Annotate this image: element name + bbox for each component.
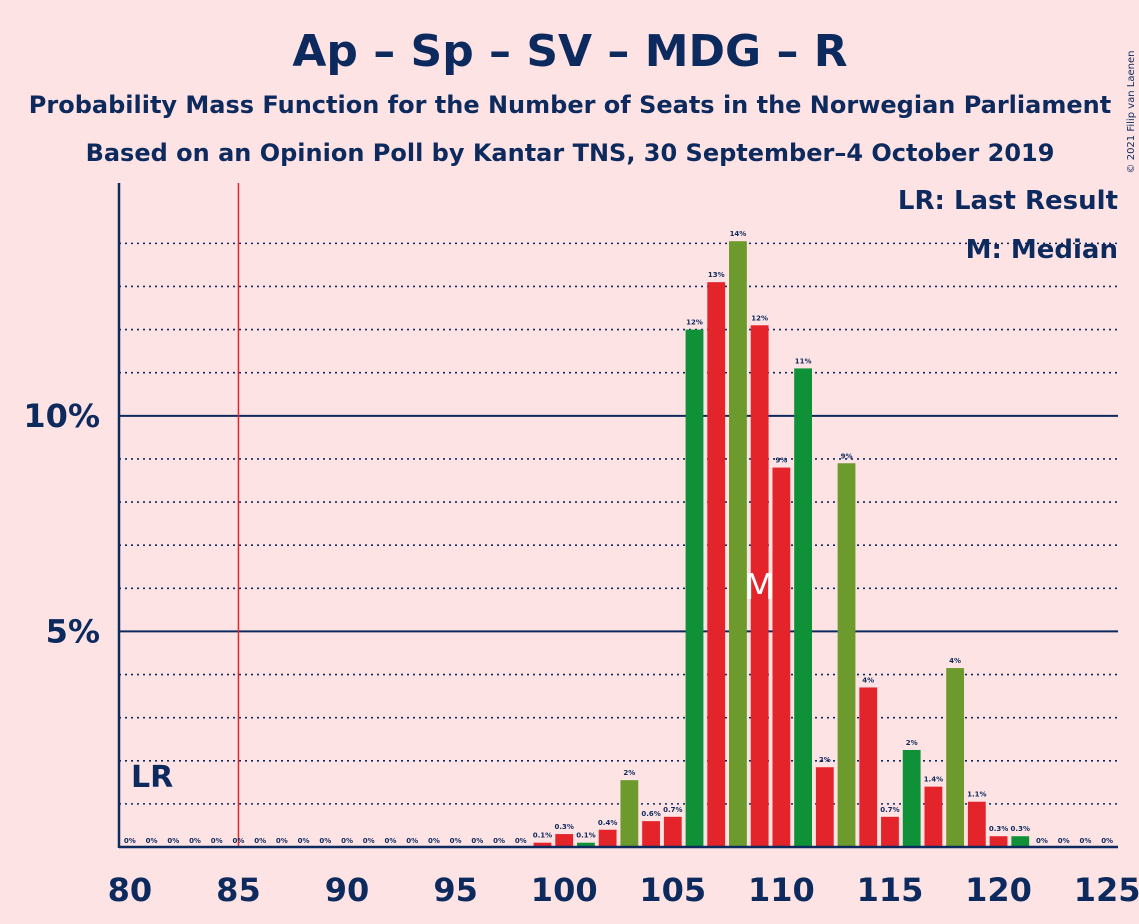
bar-value-label: 0.3% xyxy=(554,823,573,831)
bar-value-label: 13% xyxy=(708,271,725,279)
x-tick-label: 105 xyxy=(639,871,706,909)
bar-seats-112 xyxy=(815,767,834,847)
bar-seats-107 xyxy=(707,282,726,847)
bar-value-labels: 0% 0% 0% 0% 0% 0% 0% 0% 0% 0% 0% 0% 0% 0% 0% 0% 0% 0% 0% 0.… xyxy=(124,230,1113,845)
bar-seats-111 xyxy=(794,368,813,847)
chart-subtitle-poll: Based on an Opinion Poll by Kantar TNS, … xyxy=(86,139,1055,167)
bar-value-label: 0.1% xyxy=(576,832,595,840)
bar-seats-100 xyxy=(555,834,574,847)
grid-lines xyxy=(119,183,1118,847)
y-tick-label: 5% xyxy=(46,612,100,650)
x-tick-label: 120 xyxy=(965,871,1032,909)
bar-series xyxy=(533,241,1030,848)
bar-seats-119 xyxy=(967,801,986,847)
bar-value-label: 12% xyxy=(686,319,703,327)
bar-seats-113 xyxy=(837,463,856,847)
bar-value-label: 0.3% xyxy=(1011,825,1030,833)
bar-value-label: 1.1% xyxy=(967,791,986,799)
bar-seats-106 xyxy=(685,329,704,847)
bar-value-label: 11% xyxy=(795,357,812,365)
bar-value-label: 0% xyxy=(189,837,201,845)
bar-value-label: 0% xyxy=(211,837,223,845)
bar-value-label: 0% xyxy=(1079,837,1091,845)
bar-value-label: 0% xyxy=(319,837,331,845)
bar-value-label: 0% xyxy=(124,837,136,845)
bar-value-label: 0% xyxy=(471,837,483,845)
bar-value-label: 0% xyxy=(167,837,179,845)
bar-seats-103 xyxy=(620,780,639,847)
bar-value-label: 0.6% xyxy=(641,810,660,818)
bar-value-label: 0% xyxy=(385,837,397,845)
legend-last-result: LR: Last Result xyxy=(898,186,1118,216)
bar-value-label: 0% xyxy=(1058,837,1070,845)
bar-value-label: 9% xyxy=(841,452,853,460)
bar-value-label: 0% xyxy=(276,837,288,845)
bar-seats-120 xyxy=(989,836,1008,847)
bar-value-label: 0% xyxy=(298,837,310,845)
bar-value-label: 1.4% xyxy=(924,776,943,784)
copyright-note: © 2021 Filip van Laenen xyxy=(1126,51,1137,174)
bar-value-label: 0% xyxy=(515,837,527,845)
x-tick-label: 125 xyxy=(1074,871,1139,909)
bar-value-label: 0.1% xyxy=(533,832,552,840)
bar-value-label: 0% xyxy=(146,837,158,845)
bar-value-label: 0% xyxy=(363,837,375,845)
bar-value-label: 0.3% xyxy=(989,825,1008,833)
bar-value-label: 2% xyxy=(906,739,918,747)
x-tick-label: 90 xyxy=(325,871,370,909)
bar-value-label: 0.7% xyxy=(880,806,899,814)
bar-value-label: 9% xyxy=(775,457,787,465)
bar-value-label: 0% xyxy=(493,837,505,845)
bar-seats-108 xyxy=(729,241,747,848)
bar-value-label: 0.7% xyxy=(663,806,682,814)
x-tick-label: 85 xyxy=(216,871,261,909)
bar-seats-118 xyxy=(946,668,965,847)
y-tick-label: 10% xyxy=(23,397,100,435)
bar-seats-99 xyxy=(533,842,552,847)
bar-value-label: 2% xyxy=(623,769,635,777)
bar-seats-104 xyxy=(642,821,660,847)
bar-value-label: 0.4% xyxy=(598,819,617,827)
bar-value-label: 14% xyxy=(730,230,747,238)
median-marker: M xyxy=(744,567,775,608)
x-tick-label: 100 xyxy=(531,871,598,909)
bar-value-label: 12% xyxy=(751,314,768,322)
legend-median: M: Median xyxy=(966,235,1118,265)
bar-seats-117 xyxy=(924,786,943,847)
x-tick-label: 115 xyxy=(857,871,924,909)
bar-seats-115 xyxy=(881,816,899,847)
x-tick-label: 95 xyxy=(433,871,478,909)
x-tick-label: 110 xyxy=(748,871,815,909)
bar-value-label: 0% xyxy=(450,837,462,845)
x-tick-label: 80 xyxy=(108,871,153,909)
bar-value-label: 4% xyxy=(862,676,874,684)
bar-seats-105 xyxy=(663,816,682,847)
bar-value-label: 0% xyxy=(254,837,266,845)
last-result-label: LR xyxy=(131,760,173,795)
bar-seats-110 xyxy=(772,467,791,847)
bar-value-label: 4% xyxy=(949,657,961,665)
bar-seats-116 xyxy=(902,749,921,847)
bar-seats-109 xyxy=(750,325,769,847)
bar-value-label: 0% xyxy=(341,837,353,845)
axes: 5% 10% LR 80 85 90 95 100 105 110 115 120 125 xyxy=(23,183,1139,909)
bar-value-label: 0% xyxy=(233,837,245,845)
bar-value-label: 0% xyxy=(428,837,440,845)
chart-title: Ap – Sp – SV – MDG – R xyxy=(292,26,847,77)
bar-value-label: 0% xyxy=(1036,837,1048,845)
bar-value-label: 0% xyxy=(406,837,418,845)
chart-subtitle: Probability Mass Function for the Number… xyxy=(29,91,1111,119)
bar-seats-102 xyxy=(598,829,617,847)
bar-seats-114 xyxy=(859,687,878,847)
bar-value-label: 2% xyxy=(819,756,831,764)
bar-value-label: 0% xyxy=(1101,837,1113,845)
bar-seats-121 xyxy=(1011,836,1030,847)
bar-seats-101 xyxy=(577,842,595,847)
